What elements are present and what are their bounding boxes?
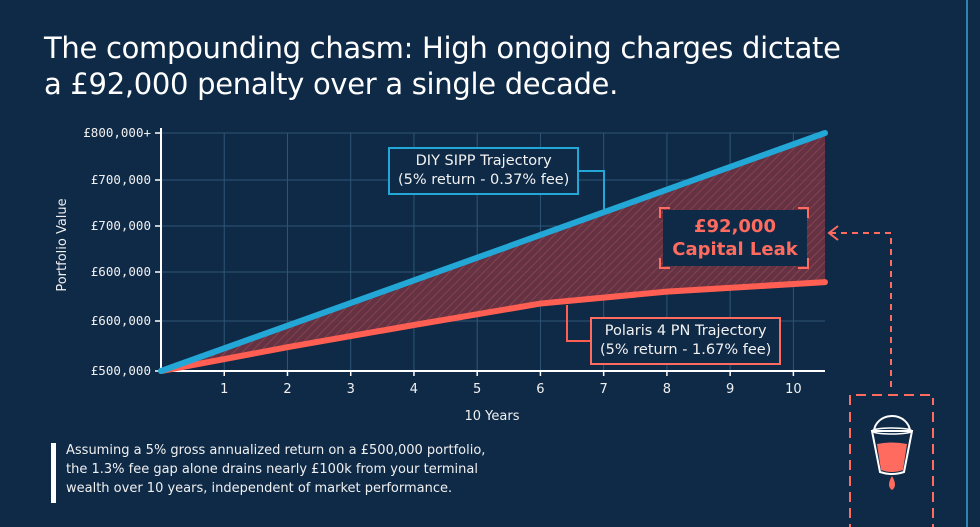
- x-tick-label: 2: [283, 382, 291, 397]
- x-tick-label: 10: [785, 382, 802, 397]
- page-title: The compounding chasm: High ongoing char…: [44, 30, 841, 102]
- polaris-callout: Polaris 4 PN Trajectory (5% return - 1.6…: [590, 317, 782, 365]
- x-tick-label: 8: [663, 382, 671, 397]
- diy-callout-detail: (5% return - 0.37% fee): [398, 172, 570, 188]
- polaris-trajectory-line: [158, 279, 828, 374]
- y-tick-label: £600,000: [91, 313, 151, 328]
- x-axis-title: 10 Years: [465, 409, 520, 424]
- title-line-2: a £92,000 penalty over a single decade.: [44, 67, 619, 101]
- leak-brackets: [659, 207, 809, 269]
- y-tick-label: £800,000+: [83, 125, 151, 140]
- note-accent-bar: [51, 443, 56, 503]
- title-line-1: The compounding chasm: High ongoing char…: [44, 31, 841, 65]
- leaking-bucket-icon: [849, 394, 934, 527]
- polaris-callout-title: Polaris 4 PN Trajectory: [604, 323, 767, 339]
- y-tick-label: £700,000: [91, 218, 151, 233]
- assumption-note: Assuming a 5% gross annualized return on…: [66, 443, 486, 496]
- diy-callout-connector: [570, 170, 605, 215]
- leak-amount: £92,000: [694, 216, 776, 237]
- x-tick-label: 6: [536, 382, 544, 397]
- x-tick-label: 3: [347, 382, 355, 397]
- polaris-callout-detail: (5% return - 1.67% fee): [600, 342, 772, 358]
- arrow-head-icon: [827, 225, 839, 241]
- y-tick-label: £700,000: [91, 172, 151, 187]
- diy-sipp-callout: DIY SIPP Trajectory (5% return - 0.37% f…: [388, 147, 580, 195]
- diy-sipp-trajectory-line: [158, 130, 828, 374]
- x-tick-label: 1: [220, 382, 228, 397]
- y-tick-label: £500,000: [91, 363, 151, 378]
- capital-leak-label: £92,000 Capital Leak: [663, 210, 807, 266]
- x-tick-label: 5: [473, 382, 481, 397]
- leak-arrow: [830, 232, 892, 388]
- diy-callout-title: DIY SIPP Trajectory: [415, 153, 552, 169]
- polaris-callout-connector: [566, 305, 590, 342]
- x-tick-label: 7: [600, 382, 608, 397]
- y-axis-title: Portfolio Value: [55, 198, 70, 291]
- x-tick-label: 4: [410, 382, 418, 397]
- y-tick-label: £600,000: [91, 264, 151, 279]
- leak-caption: Capital Leak: [672, 239, 798, 260]
- x-tick-label: 9: [726, 382, 734, 397]
